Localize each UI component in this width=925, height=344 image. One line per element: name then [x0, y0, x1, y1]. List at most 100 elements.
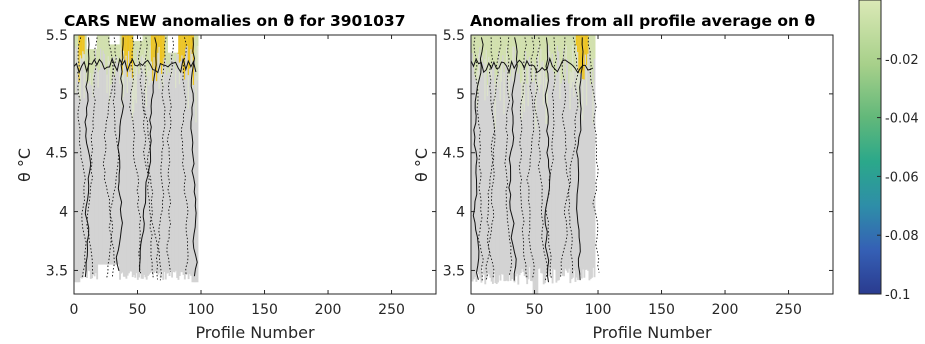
- heatmap-cell: [560, 35, 563, 84]
- heatmap-cell: [79, 35, 82, 56]
- heatmap-cell: [521, 81, 524, 120]
- contour-line: [166, 37, 175, 272]
- heatmap-cell: [537, 45, 540, 88]
- heatmap-cell: [185, 35, 188, 48]
- heatmap-cell: [540, 48, 543, 85]
- heatmap-cell: [505, 35, 508, 281]
- heatmap-cell: [512, 35, 515, 47]
- heatmap-cell: [573, 35, 576, 271]
- heatmap-cell: [134, 35, 137, 76]
- heatmap-cell: [86, 35, 88, 279]
- heatmap-cell: [97, 35, 100, 72]
- heatmap-cell: [577, 52, 579, 100]
- heatmap-cell: [135, 35, 138, 64]
- heatmap-cell: [124, 35, 127, 62]
- heatmap-cell: [181, 35, 184, 273]
- heatmap-cell: [141, 35, 144, 55]
- heatmap-cell: [513, 35, 516, 283]
- heatmap-cell: [585, 35, 588, 270]
- heatmap-cell: [522, 35, 525, 272]
- heatmap-cell: [86, 35, 88, 82]
- heatmap-cell: [119, 35, 121, 63]
- heatmap-cell: [495, 35, 498, 76]
- contour-line: [102, 37, 117, 278]
- y-tick-label: 3.5: [46, 263, 68, 279]
- heatmap-cell: [80, 35, 83, 279]
- heatmap-cell: [74, 35, 77, 49]
- heatmap-cell: [591, 35, 593, 278]
- heatmap-cell: [545, 35, 548, 78]
- contour-line: [534, 37, 548, 281]
- x-tick-label: 100: [188, 302, 215, 318]
- heatmap-cell: [559, 35, 562, 61]
- heatmap-cell: [110, 35, 113, 85]
- heatmap-cell: [168, 35, 171, 73]
- heatmap-cell: [116, 56, 119, 64]
- heatmap-cell: [564, 35, 567, 81]
- heatmap-cell: [139, 35, 142, 70]
- contour-line: [504, 37, 513, 275]
- heatmap-cell: [523, 35, 526, 65]
- heatmap-cell: [519, 35, 522, 84]
- heatmap-cell: [169, 35, 172, 272]
- heatmap-cell: [508, 35, 511, 276]
- heatmap-cell: [555, 35, 558, 283]
- heatmap-cell: [527, 59, 530, 107]
- heatmap-cell: [144, 48, 147, 93]
- heatmap-cell: [122, 35, 125, 51]
- heatmap-cell: [589, 35, 592, 280]
- heatmap-cell: [157, 35, 160, 275]
- heatmap-cell: [141, 35, 144, 279]
- x-tick-label: 100: [585, 302, 612, 318]
- heatmap-cell: [545, 35, 548, 274]
- heatmap-cell: [592, 83, 595, 124]
- heatmap-cell: [563, 35, 565, 277]
- heatmap-cell: [542, 35, 545, 61]
- heatmap-cell: [585, 35, 588, 66]
- heatmap-cell: [593, 35, 596, 59]
- heatmap-cell: [102, 35, 105, 265]
- heatmap-cell: [190, 35, 193, 50]
- contour-line: [526, 37, 535, 280]
- heatmap-cell: [148, 70, 151, 86]
- heatmap-cell: [152, 35, 154, 275]
- heatmap-cell: [509, 35, 512, 281]
- heatmap-cell: [93, 35, 96, 277]
- heatmap-cell: [122, 50, 125, 97]
- heatmap-cell: [471, 35, 474, 54]
- x-tick-label: 150: [648, 302, 675, 318]
- heatmap-cell: [481, 35, 484, 268]
- heatmap-cell: [527, 35, 530, 280]
- heatmap-cell: [92, 73, 95, 98]
- axes-box-1: [73, 34, 437, 295]
- heatmap-cell: [582, 35, 585, 270]
- heatmap-cell: [194, 35, 196, 58]
- heatmap-cell: [196, 35, 199, 46]
- heatmap-cell: [100, 35, 102, 265]
- colorbar-tick-label: -0.06: [885, 170, 919, 185]
- heatmap-cell: [555, 35, 558, 75]
- heatmap-cell: [130, 35, 133, 64]
- heatmap-cell: [593, 35, 596, 278]
- heatmap-cell: [185, 35, 188, 275]
- heatmap-cell: [535, 35, 538, 84]
- heatmap-cell: [569, 71, 572, 110]
- heatmap-cell: [588, 35, 591, 281]
- contour-line: [568, 37, 579, 274]
- heatmap-cell: [147, 35, 149, 66]
- heatmap-cell: [588, 35, 591, 48]
- heatmap-cell: [77, 35, 80, 47]
- heatmap-cell: [490, 35, 493, 282]
- heatmap-cell: [91, 35, 94, 86]
- contour-lines-1: [74, 37, 198, 281]
- heatmap-gap: [109, 35, 120, 45]
- x-tick-label: 50: [526, 302, 544, 318]
- heatmap-cell: [536, 35, 539, 58]
- heatmap-cell: [542, 35, 545, 285]
- heatmap-cell: [161, 35, 163, 75]
- heatmap-cell: [522, 35, 525, 61]
- heatmap-cell: [538, 35, 541, 69]
- heatmap-cell: [177, 35, 180, 55]
- heatmap-cell: [476, 35, 479, 273]
- heatmap-cell: [497, 35, 499, 77]
